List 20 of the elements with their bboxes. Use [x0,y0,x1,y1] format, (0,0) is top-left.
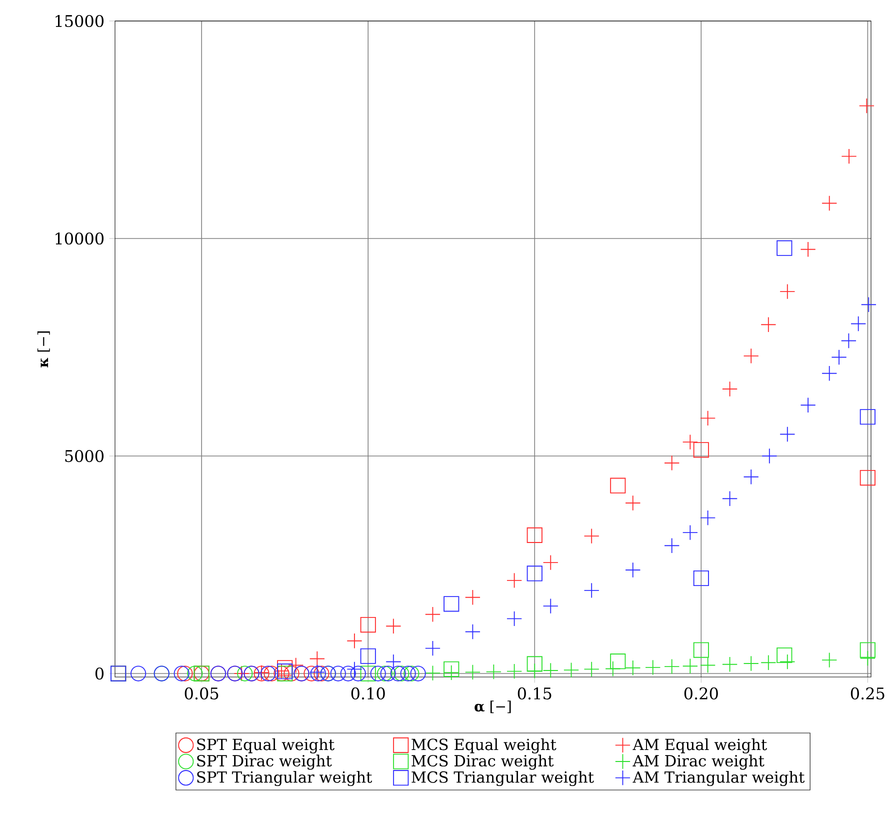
y-axis-title: κ [−] [37,331,50,368]
legend-label: AM Dirac weight [632,754,764,770]
x-axis-title: α [−] [474,700,511,714]
legend-label: SPT Equal weight [197,738,334,754]
legend-label: AM Triangular weight [632,771,805,786]
x-tick-label: 0.25 [850,687,884,700]
x-tick-label: 0.15 [518,687,552,700]
y-tick-label: 15000 [56,14,104,28]
y-tick-label: 10000 [56,232,104,245]
legend-label: SPT Triangular weight [197,771,372,786]
legend-label: MCS Triangular weight [412,771,594,786]
legend-label: AM Equal weight [632,738,768,754]
x-tick-label: 0.05 [184,687,218,700]
x-tick-label: 0.10 [351,687,385,700]
legend-label: SPT Dirac weight [197,754,332,770]
legend-label: MCS Equal weight [412,738,556,754]
x-tick-label: 0.20 [684,687,718,700]
y-tick-label: 0 [95,667,104,680]
legend-label: MCS Dirac weight [412,754,554,770]
y-tick-label: 5000 [65,450,104,462]
